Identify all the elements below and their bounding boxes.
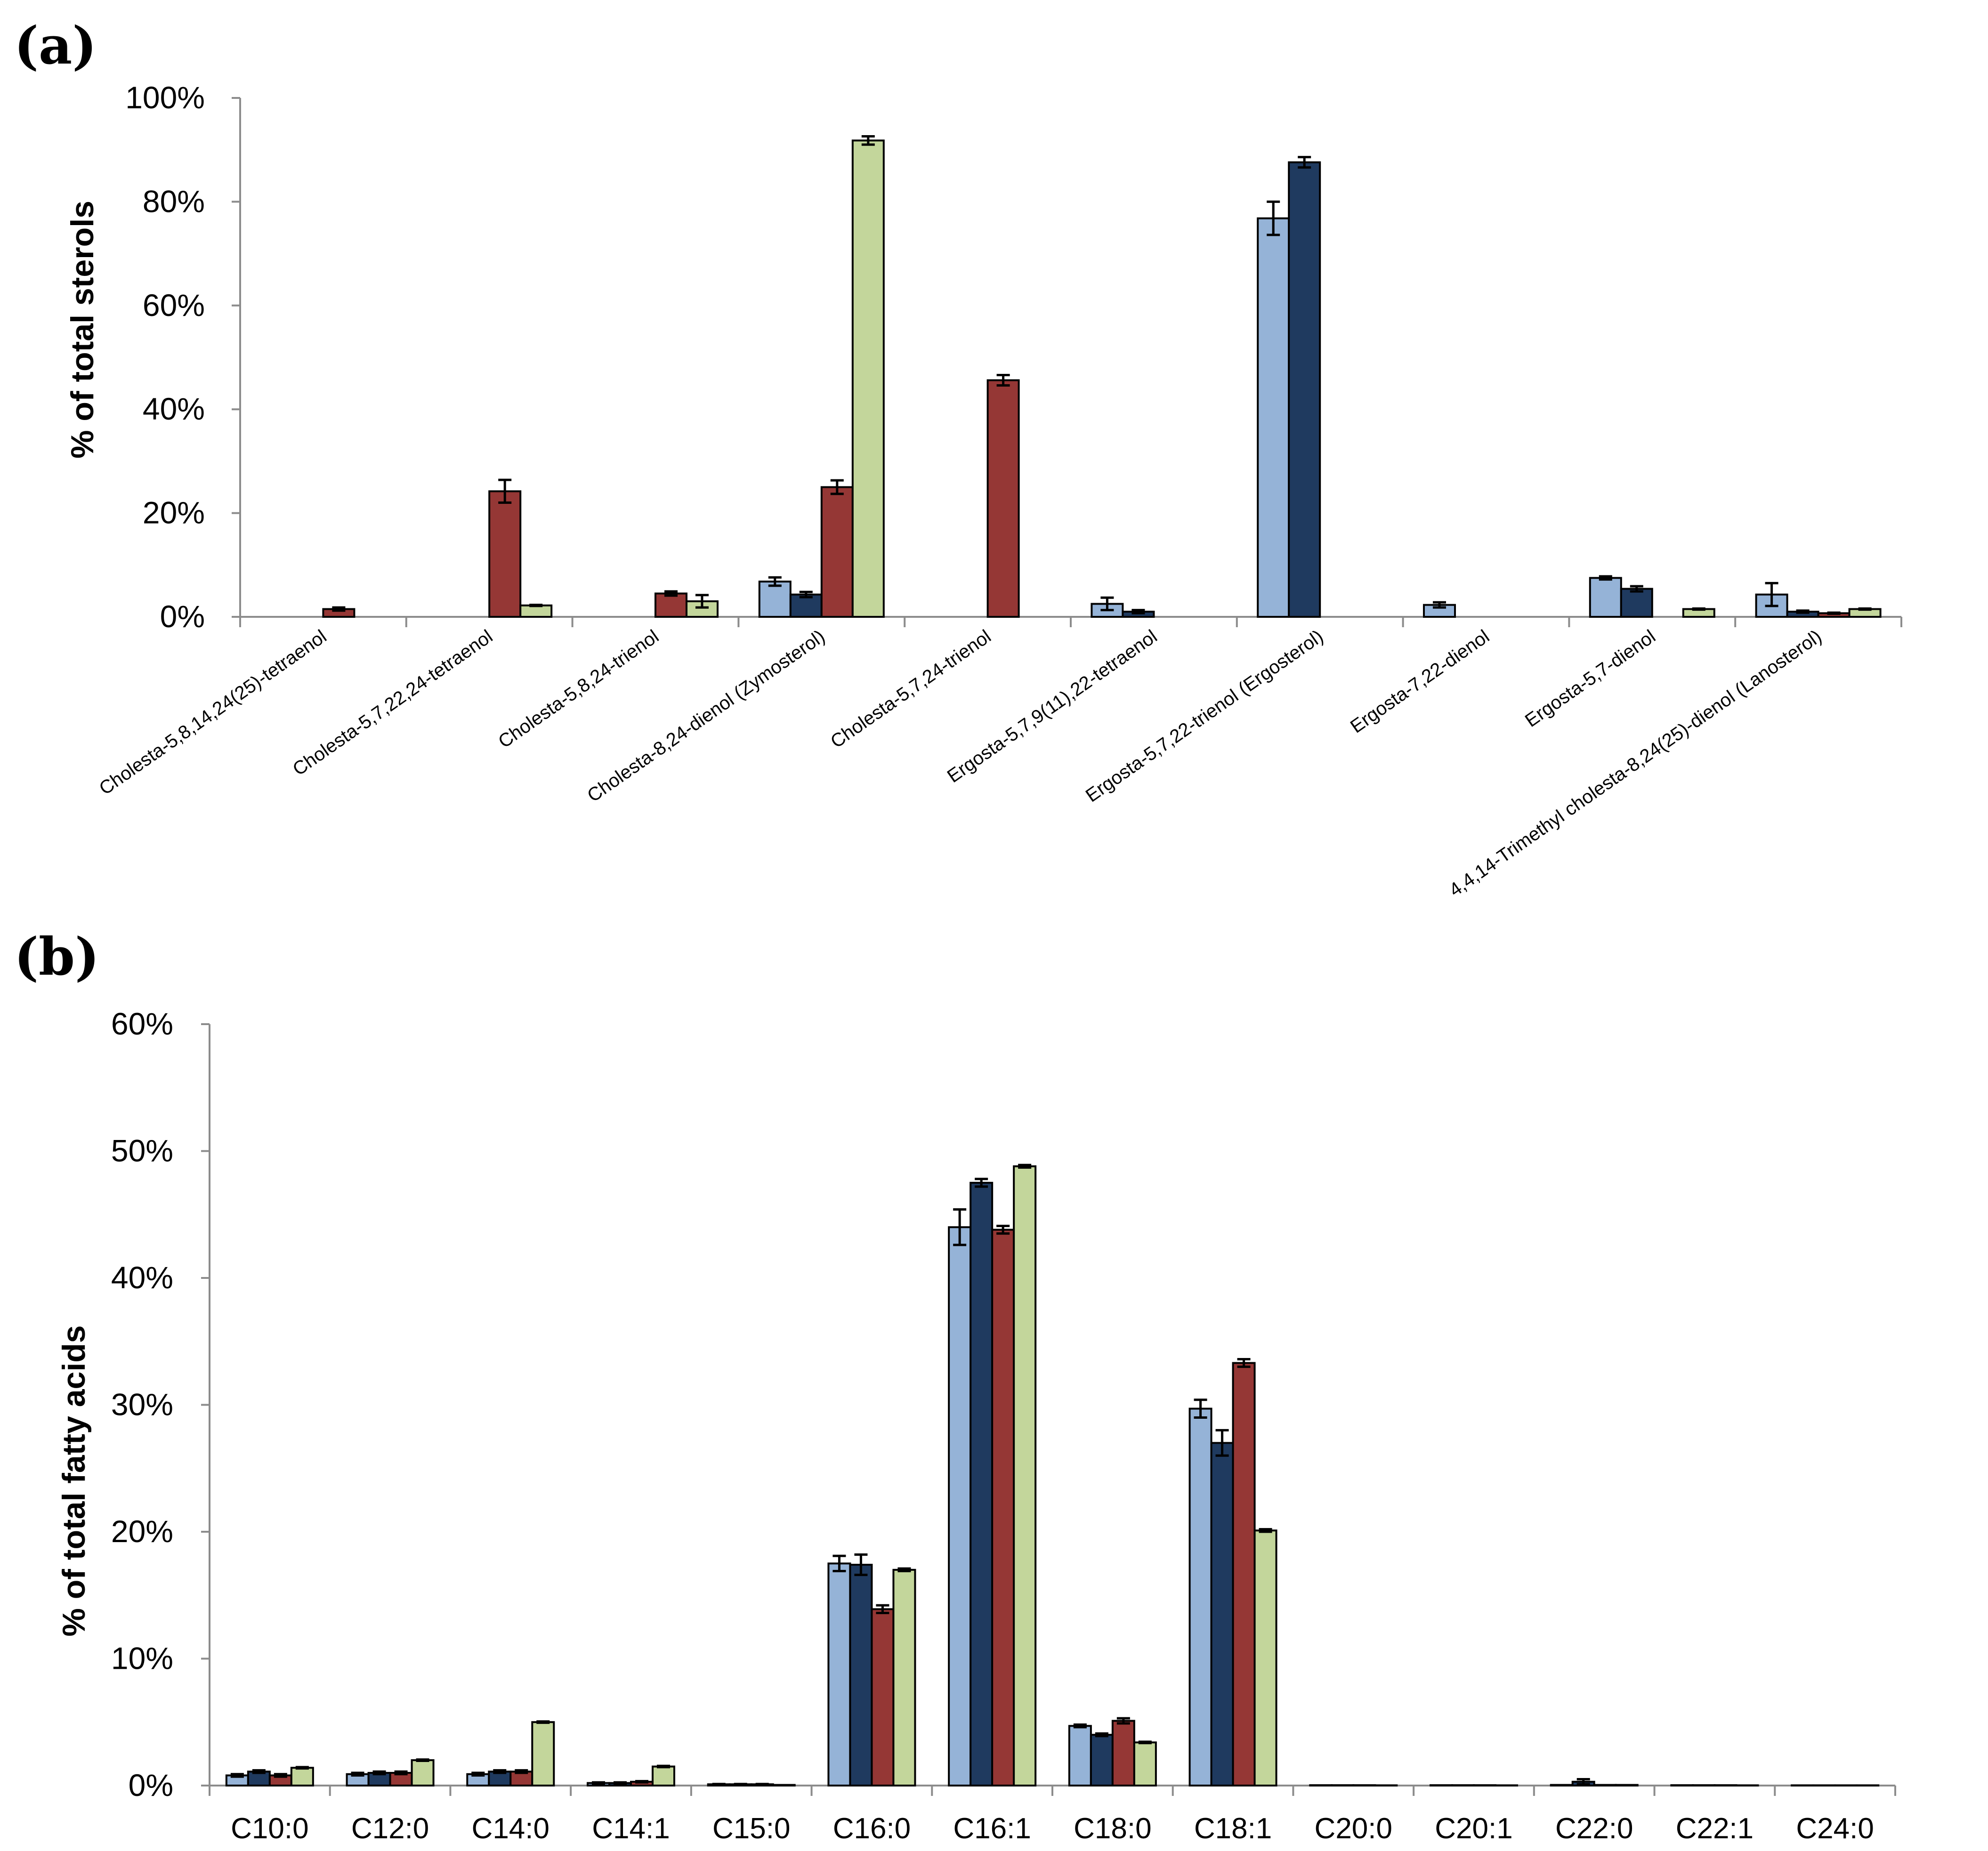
a-bar (851, 139, 885, 618)
a-bar (1257, 217, 1290, 618)
b-y-tick-label: 50% (111, 1133, 173, 1168)
b-bar (1111, 1720, 1135, 1786)
a-bar (519, 604, 553, 618)
b-bar (827, 1562, 851, 1786)
b-bar (1791, 1784, 1815, 1786)
b-bar (1232, 1362, 1256, 1786)
a-bar (488, 490, 522, 618)
panel-b-label: (b) (14, 926, 99, 987)
b-bar (772, 1784, 796, 1787)
b-category-label: C15:0 (712, 1812, 790, 1845)
b-bar (411, 1759, 435, 1787)
b-category-label: C14:1 (592, 1812, 670, 1845)
b-category-label: C10:0 (231, 1812, 308, 1845)
b-bar (531, 1721, 555, 1786)
a-y-tick-label: 0% (160, 599, 205, 634)
b-y-tick-label: 60% (111, 1006, 173, 1041)
a-bar (1620, 588, 1653, 618)
b-bar (1670, 1784, 1694, 1786)
b-bar (1834, 1784, 1858, 1786)
b-bar (1090, 1734, 1114, 1786)
b-category-label: C18:0 (1074, 1812, 1151, 1845)
b-bar (1210, 1442, 1234, 1787)
panel-b-chart: (b) % of total fatty acids 0% 10% 20% 30% 40… (14, 926, 1896, 1845)
b-bar (1735, 1784, 1759, 1786)
b-y-tick-label: 40% (111, 1260, 173, 1295)
b-bar (1615, 1784, 1639, 1787)
a-y-tick-label: 20% (143, 495, 205, 530)
b-y-tick-label: 30% (111, 1387, 173, 1422)
b-bar (1495, 1784, 1518, 1786)
b-bar (1352, 1784, 1376, 1786)
b-category-label: C20:0 (1315, 1812, 1392, 1845)
a-bar (1589, 577, 1622, 618)
b-y-tick-label: 10% (111, 1641, 173, 1676)
b-bar (871, 1608, 895, 1787)
b-bar (1331, 1784, 1355, 1786)
a-y-tick-label: 80% (143, 184, 205, 218)
b-bar (970, 1181, 994, 1786)
a-bar (655, 592, 687, 618)
b-bar (290, 1767, 314, 1787)
b-bar (1374, 1784, 1398, 1786)
b-bar (1812, 1784, 1836, 1786)
b-bar (1550, 1784, 1574, 1787)
b-bar (849, 1564, 873, 1787)
b-category-label: C24:0 (1796, 1812, 1874, 1845)
a-bar (758, 581, 792, 618)
b-bar (652, 1765, 675, 1786)
b-category-label: C20:1 (1435, 1812, 1512, 1845)
a-y-tick-label: 60% (143, 288, 205, 323)
b-bar (1451, 1784, 1475, 1786)
a-bar (986, 379, 1020, 618)
b-bar (1013, 1165, 1037, 1787)
a-category-label: 4,4,14-Trimethyl cholesta-8,24(25)-dieno… (1446, 626, 1826, 901)
b-category-label: C22:0 (1555, 1812, 1633, 1845)
a-category-label: Ergosta-5,7-dienol (1521, 626, 1659, 731)
b-bar (1133, 1741, 1157, 1787)
b-category-label: C14:0 (472, 1812, 550, 1845)
b-bar (892, 1568, 916, 1787)
b-y-tick-label: 0% (129, 1768, 173, 1803)
b-y-tick-label: 20% (111, 1514, 173, 1549)
a-y-tick-label: 100% (125, 80, 205, 115)
b-category-label: C12:0 (351, 1812, 429, 1845)
b-bar (1430, 1784, 1453, 1786)
a-y-tick-label: 40% (143, 391, 205, 426)
panel-b-y-axis-label: % of total fatty acids (56, 1325, 92, 1636)
b-bar (1856, 1784, 1880, 1786)
b-bar (1253, 1529, 1277, 1786)
b-category-label: C18:1 (1194, 1812, 1272, 1845)
a-category-label: Cholesta-5,8,24-trienol (494, 626, 663, 752)
b-bar (1068, 1725, 1092, 1786)
b-category-label: C16:1 (953, 1812, 1031, 1845)
b-bar (1188, 1407, 1212, 1786)
b-bar (991, 1229, 1015, 1787)
panel-a-y-axis-label: % of total sterols (65, 201, 100, 459)
b-bar (509, 1770, 533, 1786)
b-bar (948, 1226, 972, 1786)
b-bar (1309, 1784, 1333, 1786)
b-category-label: C16:0 (833, 1812, 911, 1845)
panel-a-chart: (a) % of total sterols 0% 20% 40% 60% 80% 100… (14, 15, 1902, 901)
b-bar (1593, 1784, 1617, 1787)
panel-a-label: (a) (14, 15, 97, 76)
b-category-label: C22:1 (1676, 1812, 1754, 1845)
a-category-label: Ergosta-7,22-dienol (1347, 626, 1493, 737)
b-bar (1713, 1784, 1737, 1786)
b-bar (1692, 1784, 1716, 1786)
a-category-label: Cholesta-5,8,14,24(25)-tetraenol (96, 626, 331, 799)
a-category-label: Cholesta-5,7,24-trienol (827, 626, 995, 752)
a-bar (1288, 161, 1321, 618)
b-bar (1473, 1784, 1496, 1786)
a-bar (820, 486, 854, 618)
